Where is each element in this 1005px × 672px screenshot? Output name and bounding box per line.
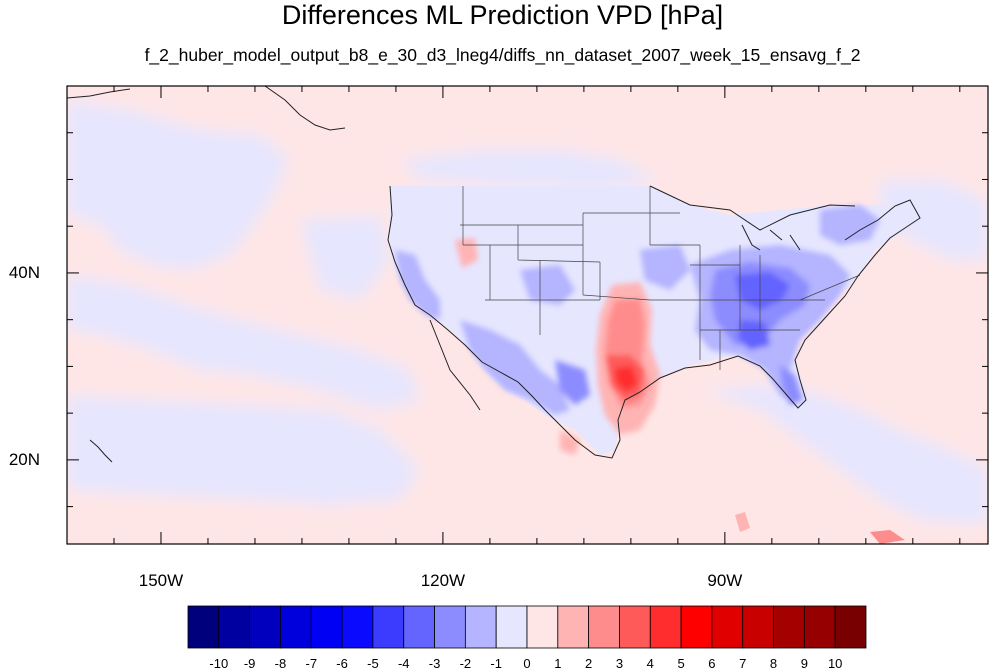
- colorbar-swatch: [341, 605, 374, 649]
- longitude-tick-label: 120W: [420, 571, 466, 590]
- colorbar-swatch: [434, 605, 466, 649]
- axis-ticks: [67, 86, 988, 544]
- colorbar-tick-label: -7: [305, 656, 318, 671]
- colorbar-swatch: [310, 605, 343, 649]
- longitude-tick-label: 90W: [707, 571, 743, 590]
- colorbar: [187, 605, 867, 649]
- colorbar-tick-label: 1: [554, 656, 562, 671]
- colorbar-swatch: [526, 605, 559, 649]
- colorbar-swatch: [187, 605, 220, 649]
- colorbar-tick-label: -1: [490, 656, 502, 671]
- colorbar-swatch: [649, 605, 682, 649]
- colorbar-tick-label: -9: [243, 656, 256, 671]
- colorbar-tick-label: -5: [367, 656, 379, 671]
- colorbar-swatch: [803, 605, 836, 649]
- colorbar-tick-label: 9: [800, 656, 808, 671]
- colorbar-tick-label: -10: [209, 656, 229, 671]
- colorbar-tick-label: 5: [677, 656, 685, 671]
- colorbar-tick-label: -3: [428, 656, 441, 671]
- colorbar-swatch: [464, 605, 497, 649]
- colorbar-tick-label: -8: [274, 656, 287, 671]
- map-plot-area: [66, 85, 989, 545]
- colorbar-swatch: [280, 605, 312, 649]
- colorbar-swatch: [619, 605, 651, 649]
- negative-difference-ocean-regions: [67, 100, 988, 525]
- colorbar-swatch: [557, 605, 590, 649]
- colorbar-swatch: [773, 605, 805, 649]
- coastlines: [67, 86, 921, 463]
- map-subtitle: f_2_huber_model_output_b8_e_30_d3_lneg4/…: [144, 45, 861, 65]
- colorbar-swatch: [680, 605, 713, 649]
- colorbar-tick-label: 0: [523, 656, 531, 671]
- colorbar-swatch: [218, 605, 251, 649]
- colorbar-tick-label: 8: [769, 656, 778, 671]
- land-difference-field: [390, 186, 905, 544]
- colorbar-tick-label: -6: [336, 656, 348, 671]
- colorbar-tick-label: -4: [397, 656, 410, 671]
- map-frame: [66, 85, 989, 545]
- map-title: Differences ML Prediction VPD [hPa]: [281, 0, 724, 30]
- latitude-tick-label: 40N: [8, 262, 40, 282]
- colorbar-tick-label: 6: [708, 656, 716, 671]
- colorbar-tick-label: -2: [459, 656, 472, 671]
- colorbar-tick-label: 10: [827, 656, 843, 671]
- colorbar-swatch: [588, 605, 620, 649]
- colorbar-swatch: [711, 605, 744, 649]
- colorbar-swatch: [249, 605, 281, 649]
- colorbar-tick-label: 2: [585, 656, 593, 671]
- colorbar-tick-label: 4: [646, 656, 654, 671]
- colorbar-swatch: [742, 605, 774, 649]
- colorbar-swatch: [834, 605, 867, 649]
- colorbar-swatch: [372, 605, 405, 649]
- colorbar-tick-label: 3: [615, 656, 624, 671]
- state-boundaries: [460, 186, 861, 370]
- latitude-tick-label: 20N: [8, 449, 40, 469]
- colorbar-tick-label: 7: [739, 656, 747, 671]
- colorbar-swatch: [495, 605, 528, 649]
- longitude-tick-label: 150W: [138, 571, 184, 590]
- colorbar-swatch: [403, 605, 435, 649]
